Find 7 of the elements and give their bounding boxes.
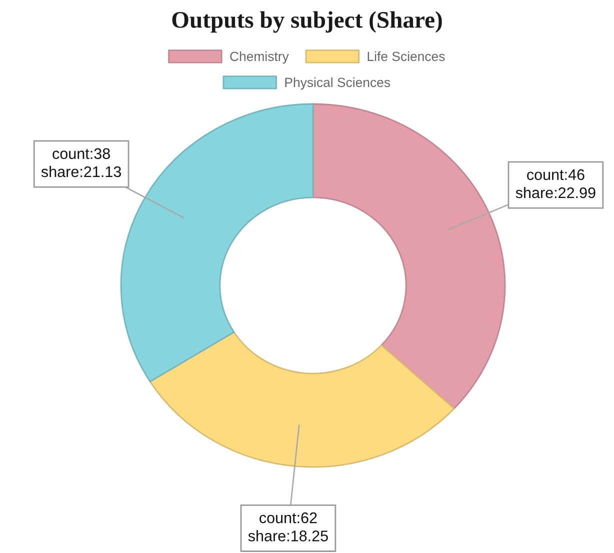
data-label: count:62 share:18.25 xyxy=(248,512,328,542)
legend-label: Physical Sciences xyxy=(285,77,390,90)
legend-label: Chemistry xyxy=(230,51,289,64)
data-label: count:38 share:21.13 xyxy=(41,148,121,178)
legend-label: Life Sciences xyxy=(368,51,445,62)
chart-title: Outputs by subject (Share) xyxy=(172,11,442,33)
data-label: count:46 share:22.99 xyxy=(516,169,596,198)
